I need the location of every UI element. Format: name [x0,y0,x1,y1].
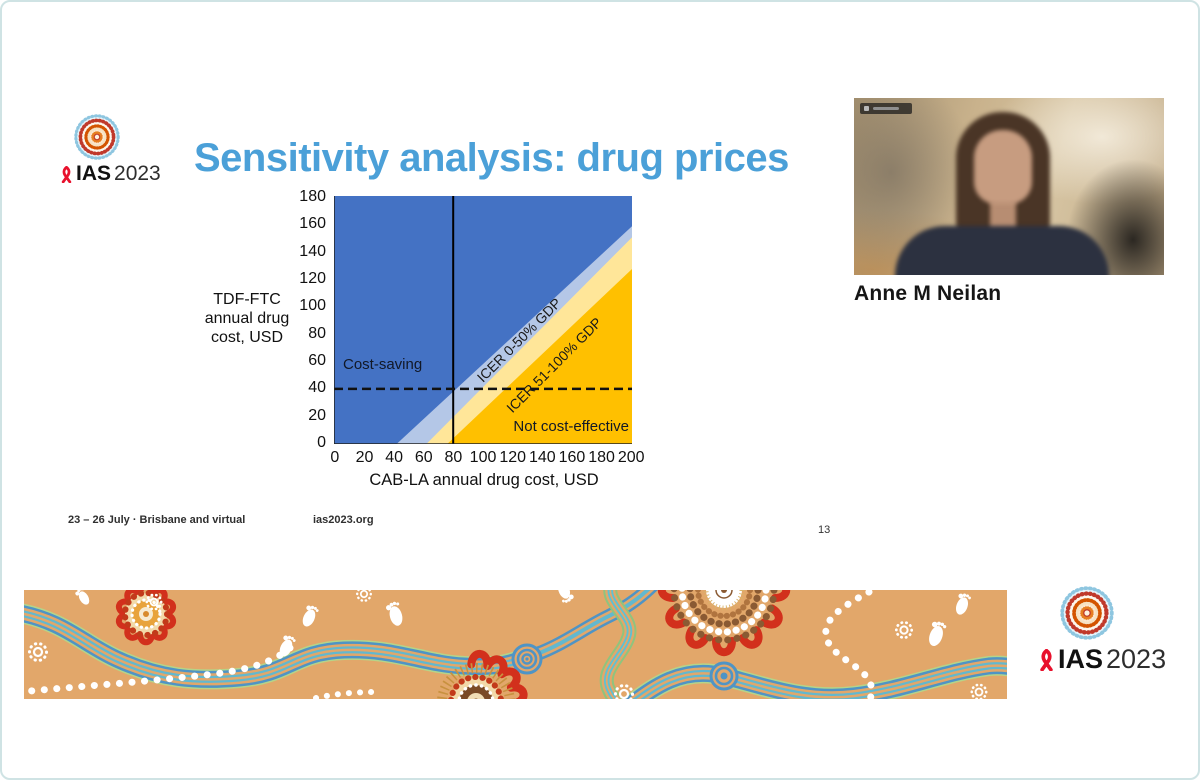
x-tick-label: 160 [558,449,586,466]
y-tick-label: 0 [317,433,326,451]
dot-string-motif [24,590,876,699]
footer-website: ias2023.org [313,514,374,526]
ias-mandala-icon [74,114,120,160]
ias-logo-bottom: IAS 2023 [1038,586,1188,675]
x-tick-label: 40 [385,449,403,466]
y-tick-label: 40 [308,379,326,397]
y-axis-title: TDF-FTC annual drug cost, USD [204,291,290,347]
x-tick-label: 140 [528,449,556,466]
speaker-video-tile[interactable] [854,98,1164,275]
footer-dates: 23 – 26 July · Brisbane and virtual [68,514,246,526]
y-tick-label: 20 [308,406,326,424]
video-name-badge [860,103,912,114]
speaker-face [974,130,1032,204]
mic-icon [864,106,869,111]
y-tick-label: 100 [299,297,326,315]
x-tick-label: 20 [355,449,374,466]
ias-logo-text: IAS [76,162,112,185]
y-axis-ticks: 180 160 140 120 100 80 60 40 20 0 [292,188,326,452]
ias-logo-text: IAS [1058,644,1104,674]
region-label-cost-saving: Cost-saving [343,356,423,373]
x-tick-label: 180 [588,449,615,466]
ias-logo-top: IAS 2023 [60,114,190,186]
region-cost-saving [334,196,632,444]
badge-text-placeholder [873,107,899,110]
x-tick-label: 0 [330,449,340,466]
y-tick-label: 120 [299,269,326,287]
ias-wordmark: IAS 2023 [1038,644,1188,675]
dot-mandala-large [662,590,787,652]
ias-logo-year: 2023 [114,162,161,185]
ias-wordmark: IAS 2023 [60,162,190,186]
speaker-name: Anne M Neilan [854,282,1002,305]
x-tick-label: 120 [499,449,527,466]
y-tick-label: 80 [308,324,326,342]
speaker-torso [895,226,1109,275]
water-swirl-icon [709,661,739,691]
x-axis-title: CAB-LA annual drug cost, USD [369,471,599,489]
y-tick-label: 140 [299,242,326,260]
x-axis-ticks: 0 20 40 60 80 100 120 140 160 180 200 [320,449,646,467]
dot-mandala-small [117,590,174,642]
x-tick-label: 60 [414,449,433,466]
x-tick-label: 80 [444,449,463,466]
river-motif-left [24,590,658,690]
aboriginal-art-banner [24,590,1007,699]
river-motif-right [622,655,1007,699]
dot-mandala-center [437,653,525,699]
ias-logo-year: 2023 [1106,644,1167,674]
x-tick-label: 200 [617,449,645,466]
region-label-not-cost-effective: Not cost-effective [513,418,629,435]
chart-plot-area [334,196,632,444]
aids-ribbon-icon [60,166,73,183]
y-tick-label: 180 [299,188,326,205]
x-tick-label: 100 [469,449,497,466]
aids-ribbon-icon [1038,649,1055,671]
y-tick-label: 160 [299,215,326,233]
ias-mandala-icon [1060,586,1114,640]
y-tick-label: 60 [308,351,326,369]
slide-title: Sensitivity analysis: drug prices [194,136,789,180]
slide-page-number: 13 [818,524,831,536]
water-swirl-icon [511,643,543,675]
river-motif-center [599,590,637,699]
